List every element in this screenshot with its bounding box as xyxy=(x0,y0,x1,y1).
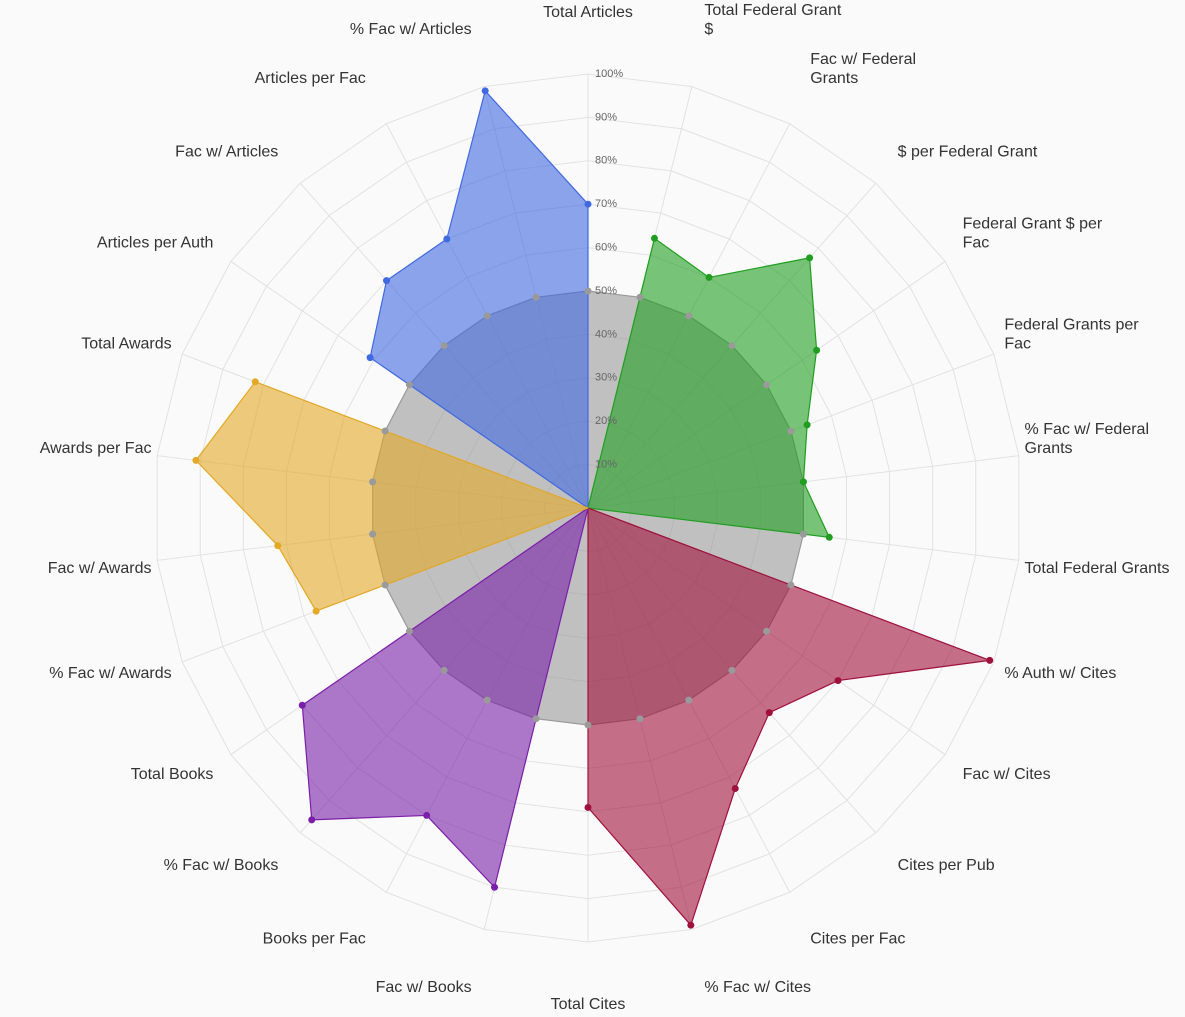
axis-label: $ per Federal Grant xyxy=(898,144,1038,161)
data-point xyxy=(274,542,282,550)
axis-label: Federal Grants per xyxy=(1004,316,1139,333)
data-point xyxy=(685,312,693,320)
data-point xyxy=(650,234,658,242)
r-tick-label: 20% xyxy=(595,415,617,427)
data-point xyxy=(685,696,693,704)
axis-label: Cites per Pub xyxy=(898,857,995,874)
axis-label: % Fac w/ Awards xyxy=(49,665,171,682)
data-point xyxy=(986,656,994,664)
data-point xyxy=(491,883,499,891)
data-point xyxy=(787,581,795,589)
axis-label: Federal Grant $ per xyxy=(963,216,1103,233)
data-point xyxy=(687,921,695,929)
series-area xyxy=(195,381,589,612)
axis-label: Fac w/ Articles xyxy=(175,144,278,161)
data-point xyxy=(728,342,736,350)
r-tick-label: 40% xyxy=(595,328,617,340)
axis-label: Total Federal Grants xyxy=(1025,560,1170,577)
axis-label: Total Federal Grant xyxy=(704,2,842,19)
data-point xyxy=(192,456,200,464)
data-point xyxy=(806,254,814,262)
r-tick-label: 10% xyxy=(595,459,617,471)
data-point xyxy=(443,235,451,243)
axis-label: % Fac w/ Federal xyxy=(1025,421,1149,438)
data-point xyxy=(440,666,448,674)
axis-label: Fac w/ Books xyxy=(376,979,472,996)
axis-label: % Auth w/ Cites xyxy=(1004,665,1116,682)
data-point xyxy=(584,721,592,729)
axis-label: Total Articles xyxy=(543,4,633,21)
data-point xyxy=(532,715,540,723)
r-tick-label: 100% xyxy=(595,68,623,80)
data-point xyxy=(799,478,807,486)
data-point xyxy=(381,581,389,589)
data-point xyxy=(532,293,540,301)
data-point xyxy=(405,381,413,389)
data-point xyxy=(731,785,739,793)
data-point xyxy=(705,273,713,281)
axis-label: Fac w/ Awards xyxy=(48,560,152,577)
axis-label: Fac xyxy=(963,235,990,252)
data-point xyxy=(763,381,771,389)
axis-label: Books per Fac xyxy=(263,931,366,948)
data-point xyxy=(636,715,644,723)
data-point xyxy=(728,666,736,674)
axis-label: Fac w/ Cites xyxy=(963,766,1051,783)
data-point xyxy=(584,803,592,811)
axis-label: Total Awards xyxy=(81,335,171,352)
data-point xyxy=(423,811,431,819)
data-point xyxy=(763,627,771,635)
r-tick-label: 50% xyxy=(595,285,617,297)
axis-label: Grants xyxy=(810,70,858,87)
series-area xyxy=(301,507,589,888)
axis-label: % Fac w/ Articles xyxy=(350,21,472,38)
data-point xyxy=(799,530,807,538)
axis-label: % Fac w/ Cites xyxy=(704,979,811,996)
axis-label: Fac xyxy=(1004,335,1031,352)
data-point xyxy=(381,427,389,435)
r-tick-label: 30% xyxy=(595,372,617,384)
series-area xyxy=(587,237,830,538)
axis-label: $ xyxy=(704,21,713,38)
data-point xyxy=(813,346,821,354)
axis-label: Awards per Fac xyxy=(40,440,152,457)
axis-label: Articles per Fac xyxy=(255,70,366,87)
data-point xyxy=(481,87,489,95)
series-area xyxy=(587,507,991,926)
data-point xyxy=(369,478,377,486)
data-point xyxy=(251,378,259,386)
axis-label: Fac w/ Federal xyxy=(810,51,916,68)
axis-label: Total Books xyxy=(131,766,214,783)
data-point xyxy=(369,530,377,538)
data-point xyxy=(483,696,491,704)
data-point xyxy=(312,607,320,615)
data-point xyxy=(765,709,773,717)
data-point xyxy=(636,293,644,301)
data-point xyxy=(483,312,491,320)
data-point xyxy=(787,427,795,435)
data-point xyxy=(584,200,592,208)
axis-label: Articles per Auth xyxy=(97,235,214,252)
data-point xyxy=(584,287,592,295)
r-tick-label: 90% xyxy=(595,111,617,123)
r-tick-label: 80% xyxy=(595,155,617,167)
data-point xyxy=(298,701,306,709)
data-point xyxy=(825,533,833,541)
axis-label: Grants xyxy=(1025,440,1073,457)
data-point xyxy=(803,421,811,429)
axis-label: % Fac w/ Books xyxy=(164,857,279,874)
data-point xyxy=(366,354,374,362)
axis-label: Total Cites xyxy=(551,996,626,1013)
data-point xyxy=(308,816,316,824)
data-point xyxy=(383,277,391,285)
axis-label: Cites per Fac xyxy=(810,931,905,948)
data-point xyxy=(440,342,448,350)
r-tick-label: 60% xyxy=(595,242,617,254)
data-point xyxy=(405,627,413,635)
data-point xyxy=(834,677,842,685)
r-tick-label: 70% xyxy=(595,198,617,210)
